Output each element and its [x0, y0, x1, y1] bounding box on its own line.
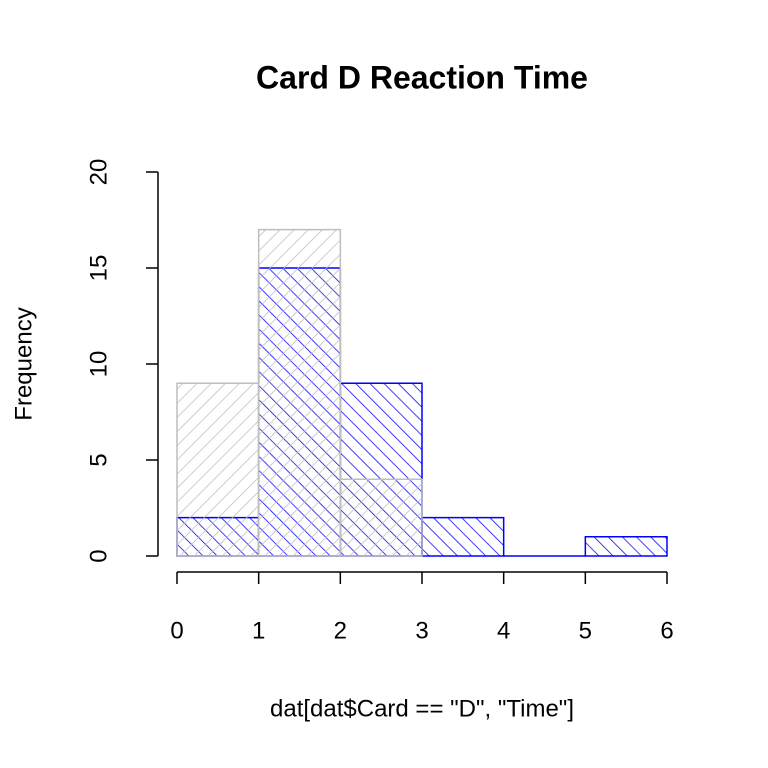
x-tick-label: 0: [170, 617, 183, 644]
chart-title: Card D Reaction Time: [256, 59, 588, 95]
histogram-bar: [421, 516, 505, 557]
y-tick-label: 0: [85, 549, 112, 562]
x-tick-label: 5: [579, 617, 592, 644]
y-tick-label: 15: [85, 255, 112, 282]
y-tick-label: 20: [85, 159, 112, 186]
x-axis-label: dat[dat$Card == "D", "Time"]: [270, 695, 574, 722]
histogram-bar: [176, 382, 260, 557]
y-tick-label: 5: [85, 453, 112, 466]
x-tick-label: 2: [334, 617, 347, 644]
histogram-bar: [257, 228, 342, 557]
x-tick-label: 4: [497, 617, 510, 644]
histogram-bar: [339, 478, 423, 557]
x-tick-label: 3: [415, 617, 428, 644]
y-axis-label: Frequency: [10, 307, 37, 420]
histogram-bar: [584, 536, 668, 557]
x-tick-label: 1: [252, 617, 265, 644]
y-tick-label: 10: [85, 351, 112, 378]
x-tick-label: 6: [660, 617, 673, 644]
